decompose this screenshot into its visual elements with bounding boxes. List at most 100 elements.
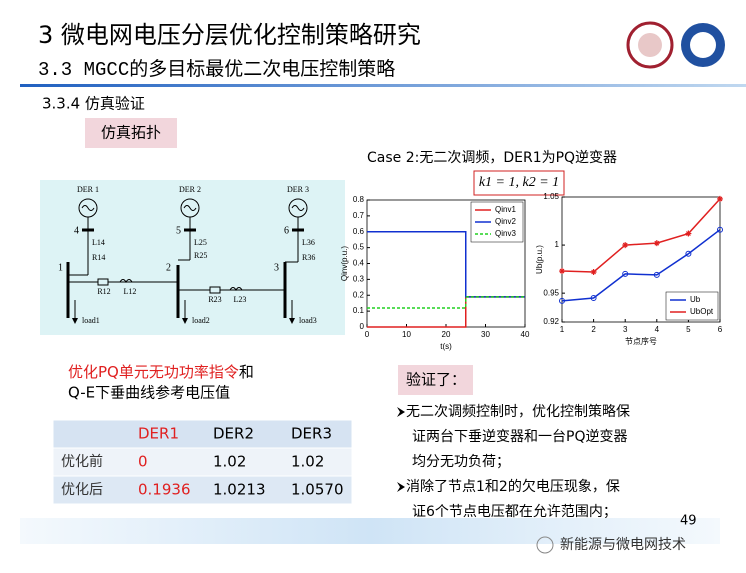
legend-label: Qinv2: [495, 217, 516, 226]
marker: [717, 195, 723, 202]
x-tick-label: 0: [365, 330, 370, 339]
diagram-bg: [40, 180, 345, 335]
x-axis-label: t(s): [440, 342, 452, 351]
load-label: load1: [82, 316, 100, 325]
marker: [590, 294, 597, 301]
node-label: 5: [176, 225, 181, 236]
bullet-text: 均分无功负荷；: [412, 454, 510, 470]
node-label: 1: [58, 262, 63, 273]
left-chart: 0 0.1 0.2 0.3 0.4 0.5 0.6 0.7 0.8 0 10 20 30 40 t(s) Qi…: [340, 195, 530, 351]
series-line: [561, 198, 721, 273]
legend-label: Qinv1: [495, 205, 516, 214]
der-label: DER 2: [179, 185, 201, 194]
x-tick-label: 2: [591, 325, 596, 334]
x-tick-label: 6: [718, 325, 723, 334]
table-cell: 1.02: [291, 453, 324, 471]
marker: [653, 271, 660, 278]
x-tick-label: 3: [623, 325, 628, 334]
y-axis-label: Qinv(p.u.): [340, 246, 349, 281]
topology: DER 1 DER 2 DER 3 4 5 6 1 2 3 L14 R14 L2…: [40, 180, 345, 335]
element-label: R25: [194, 251, 207, 260]
column-header: DER3: [291, 425, 332, 443]
series-line: [367, 231, 525, 298]
x-tick-label: 40: [521, 330, 530, 339]
x-tick-label: 30: [481, 330, 490, 339]
bullet-text: 证6个节点电压都在允许范围内；: [412, 503, 617, 520]
marker: [590, 269, 597, 275]
y-tick-label: 0.3: [353, 274, 365, 283]
watermark: 新能源与微电网技术: [560, 537, 686, 553]
tag-box: [398, 365, 473, 395]
marker: [685, 230, 692, 237]
y-axis-label: Ub(p.u.): [535, 245, 544, 274]
x-tick-label: 4: [655, 325, 660, 334]
element-label: L12: [124, 287, 137, 296]
marker: [653, 240, 660, 247]
der-label: DER 3: [287, 185, 309, 194]
footer-band: [20, 518, 720, 544]
tag: 验证了：: [406, 371, 466, 389]
table-cell: 1.0213: [213, 481, 266, 499]
marker: [622, 242, 629, 249]
der-label: DER 1: [77, 185, 99, 194]
marker: [559, 297, 565, 304]
bullet-icon: [397, 407, 405, 417]
y-tick-label: 1: [555, 240, 560, 249]
table: DER1 DER2 DER3 优化前 0 1.02 1.02 优化后 0.1936 1.0213 1…: [52, 419, 353, 505]
row-label: 优化后: [61, 482, 103, 498]
table-cell: 1.0570: [291, 481, 344, 499]
series-line: [561, 229, 721, 302]
load-label: load3: [299, 316, 317, 325]
subtitle: 3.3 MGCC的多目标最优二次电压控制策略: [38, 58, 395, 81]
y-tick-label: 0.4: [353, 259, 365, 268]
y-tick-label: 0.92: [543, 317, 559, 326]
note: 优化PQ单元无功功率指令和: [68, 363, 254, 381]
table-row: [52, 447, 353, 477]
y-tick-label: 0.1: [353, 306, 365, 315]
table-cell: 1.02: [213, 453, 246, 471]
y-tick-label: 0.95: [543, 288, 559, 297]
bullet-text: 无二次调频控制时，优化控制策略保: [406, 403, 630, 420]
legend-label: UbOpt: [690, 307, 714, 316]
y-tick-label: 0.2: [353, 290, 365, 299]
logos: [626, 21, 725, 69]
tag: 仿真拓扑: [101, 124, 161, 142]
load-label: load2: [192, 316, 210, 325]
y-tick-label: 0.7: [353, 211, 365, 220]
note-rest: 和: [239, 363, 254, 381]
legend-label: Qinv3: [495, 229, 516, 238]
node-label: 6: [284, 225, 289, 236]
table-cell: 0: [138, 453, 148, 471]
element-label: R36: [302, 253, 315, 262]
note: Q-E下垂曲线参考电压值: [68, 384, 230, 402]
marker: [717, 226, 723, 233]
case-title: Case 2:无二次调频，DER1为PQ逆变器: [367, 150, 617, 166]
legend-label: Ub: [690, 295, 701, 304]
table-row: [52, 475, 353, 505]
y-tick-label: 0.8: [353, 195, 365, 204]
marker: [559, 268, 565, 275]
element-label: L25: [194, 238, 207, 247]
row-label: 优化前: [61, 453, 103, 470]
element-label: L14: [92, 238, 105, 247]
formula-box: [473, 170, 565, 196]
legend-box: [665, 291, 719, 321]
bullet-text: 证两台下垂逆变器和一台PQ逆变器: [412, 429, 627, 445]
marker: [622, 270, 629, 277]
node-label: 3: [274, 262, 279, 273]
element-label: L23: [234, 295, 247, 304]
header-rule: [20, 84, 746, 87]
node-label: 2: [166, 262, 171, 273]
y-tick-label: 1.05: [543, 192, 559, 201]
column-header: DER1: [138, 425, 179, 443]
bullet-icon: [397, 482, 405, 492]
marker: [685, 250, 692, 257]
node-label: 4: [74, 225, 79, 236]
logo: [638, 33, 662, 57]
element-label: L36: [302, 238, 315, 247]
wires: [66, 198, 308, 318]
x-tick-label: 1: [560, 325, 565, 334]
x-tick-label: 5: [686, 325, 691, 334]
